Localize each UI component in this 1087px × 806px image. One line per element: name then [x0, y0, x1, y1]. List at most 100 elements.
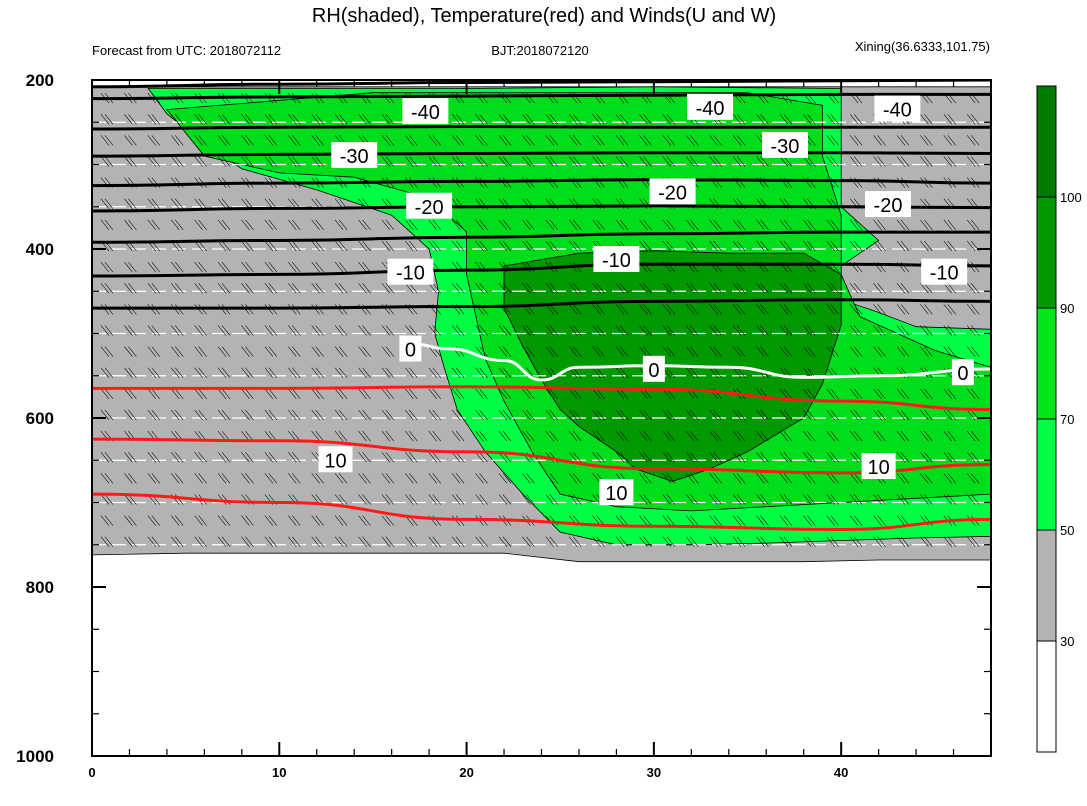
wind-barb: [920, 114, 933, 125]
wind-barb: [147, 367, 161, 378]
wind-barb: [896, 536, 910, 547]
wind-barb: [451, 536, 465, 547]
wind-barb: [241, 367, 254, 378]
wind-barb: [475, 452, 488, 463]
wind-barb: [568, 283, 582, 294]
wind-barb: [709, 304, 722, 315]
wind-barb: [170, 261, 184, 273]
wind-barb: [264, 261, 278, 273]
wind-barb: [147, 346, 161, 357]
wind-barb: [803, 473, 816, 484]
wind-barb: [170, 367, 184, 378]
wind-barb: [779, 536, 793, 547]
wind-barb: [686, 452, 699, 463]
isotherm-black: [92, 204, 991, 213]
wind-barb: [849, 156, 863, 167]
contour-label: -40: [411, 102, 440, 124]
wind-barb: [686, 367, 699, 378]
wind-barb: [264, 240, 278, 252]
wind-barb: [358, 219, 371, 231]
wind-barb: [873, 515, 886, 526]
wind-barb: [873, 135, 886, 146]
wind-barb: [405, 219, 418, 231]
wind-barb: [124, 367, 137, 378]
wind-barb: [966, 430, 980, 442]
wind-barb: [475, 219, 488, 231]
wind-barb: [920, 240, 933, 252]
wind-barb: [662, 135, 676, 146]
wind-barb: [709, 367, 722, 378]
wind-barb: [686, 283, 699, 294]
wind-barb: [217, 388, 231, 400]
wind-barb: [662, 430, 676, 442]
wind-barb: [592, 388, 605, 400]
wind-barb: [451, 494, 465, 505]
wind-barb: [288, 325, 301, 336]
wind-barb: [826, 452, 839, 463]
wind-barb: [849, 304, 863, 315]
wind-barb: [147, 135, 161, 146]
wind-barb: [358, 240, 371, 252]
wind-barb: [147, 409, 161, 421]
wind-barb: [475, 430, 488, 442]
wind-barb: [381, 494, 395, 505]
wind-barb: [100, 325, 114, 336]
wind-barb: [615, 515, 629, 526]
wind-barb: [405, 430, 418, 442]
y-tick-label: 600: [26, 409, 54, 428]
wind-barb: [896, 515, 910, 526]
wind-barb: [241, 325, 254, 336]
wind-barb: [100, 452, 114, 463]
colorbar-label: 90: [1060, 301, 1074, 316]
wind-barb: [662, 156, 676, 167]
wind-barb: [756, 325, 769, 336]
wind-barb: [568, 219, 582, 231]
wind-barb: [241, 388, 254, 400]
wind-barb: [873, 388, 886, 400]
wind-barb: [475, 135, 488, 146]
wind-barb: [147, 283, 161, 294]
wind-barb: [756, 240, 769, 252]
wind-barb: [217, 367, 231, 378]
wind-barb: [334, 515, 348, 526]
wind-barb: [592, 135, 605, 146]
wind-barb: [498, 494, 512, 505]
wind-barb: [334, 219, 348, 231]
contour-label: 10: [868, 457, 890, 479]
wind-barb: [568, 409, 582, 421]
wind-barb: [709, 430, 722, 442]
wind-barb: [826, 430, 839, 442]
wind-barb: [545, 388, 559, 400]
wind-barb: [428, 219, 441, 231]
wind-barb: [428, 409, 441, 421]
y-tick-label: 1000: [16, 747, 54, 766]
wind-barb: [217, 240, 231, 252]
wind-barb: [475, 156, 488, 167]
isotherm-red: [92, 385, 991, 412]
chart-title: RH(shaded), Temperature(red) and Winds(U…: [312, 5, 776, 27]
wind-barb: [522, 219, 535, 231]
wind-barb: [217, 473, 231, 484]
wind-barb: [779, 388, 793, 400]
wind-barb: [170, 198, 184, 209]
wind-barb: [522, 536, 535, 547]
wind-barb: [896, 156, 910, 167]
wind-barb: [873, 494, 886, 505]
wind-barb: [732, 304, 746, 315]
wind-barb: [568, 114, 582, 125]
wind-barb: [381, 283, 395, 294]
colorbar: 100 90 70 50 30: [1036, 85, 1082, 753]
wind-barb: [686, 494, 699, 505]
wind-barb: [288, 219, 301, 231]
wind-barb: [334, 536, 348, 547]
wind-barb: [522, 325, 535, 336]
wind-barb: [896, 409, 910, 421]
wind-barb: [568, 430, 582, 442]
wind-barb: [405, 283, 418, 294]
wind-barb: [779, 494, 793, 505]
wind-barb: [334, 240, 348, 252]
colorbar-label: 70: [1060, 412, 1074, 427]
wind-barb: [966, 283, 980, 294]
wind-barb: [545, 430, 559, 442]
wind-barb: [943, 240, 957, 252]
